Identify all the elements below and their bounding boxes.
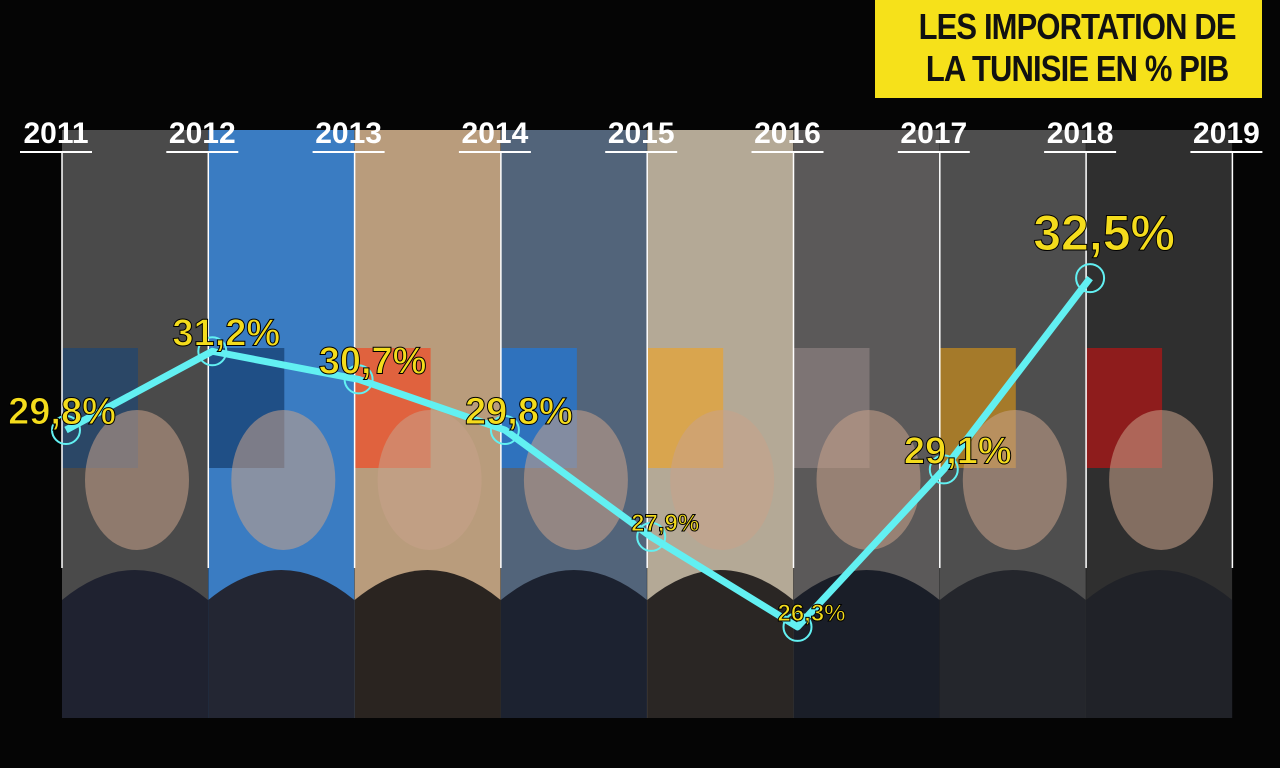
data-label: 29,1% [904,430,1012,472]
x-tick-label: 2018 [1047,117,1114,150]
data-label: 31,2% [172,312,280,354]
portrait-head [231,410,336,550]
x-tick-label: 2012 [169,117,236,150]
data-label: 32,5% [1033,205,1175,261]
point [51,415,81,445]
portrait-body [647,570,794,718]
x-tick-label: 2016 [754,117,821,150]
data-label: 29,8% [8,391,116,433]
point [636,521,667,552]
chart-title: LES IMPORTATION DE LA TUNISIE EN % PIB [875,0,1262,98]
portrait-head [670,410,775,550]
x-tick-label: 2019 [1193,117,1260,150]
point [197,336,228,367]
line [64,275,1093,631]
portrait-head [85,410,189,550]
x-tick-label: 2011 [23,117,88,150]
data-label: 26,3% [777,600,845,627]
portrait-body [939,570,1086,718]
portrait-body [793,570,940,718]
x-tick-label: 2013 [315,117,382,150]
point [343,364,374,395]
point [782,611,813,642]
x-tick-label: 2015 [608,117,675,150]
portrait-head [1109,410,1214,550]
point [928,454,959,485]
portrait-head [377,410,482,550]
portrait-body [208,570,355,718]
portrait-body [354,570,501,718]
portrait-head [962,410,1067,550]
point [489,415,520,445]
data-label: 29,8% [465,391,573,433]
portrait-body [1086,570,1233,718]
x-tick-label: 2017 [900,117,967,150]
data-label: 27,9% [631,510,699,537]
x-tick-label: 2014 [462,117,529,150]
portrait-body [62,570,208,718]
point [1075,263,1106,294]
portrait-head [816,410,921,550]
data-label: 30,7% [319,340,427,382]
portrait-body [500,570,647,718]
